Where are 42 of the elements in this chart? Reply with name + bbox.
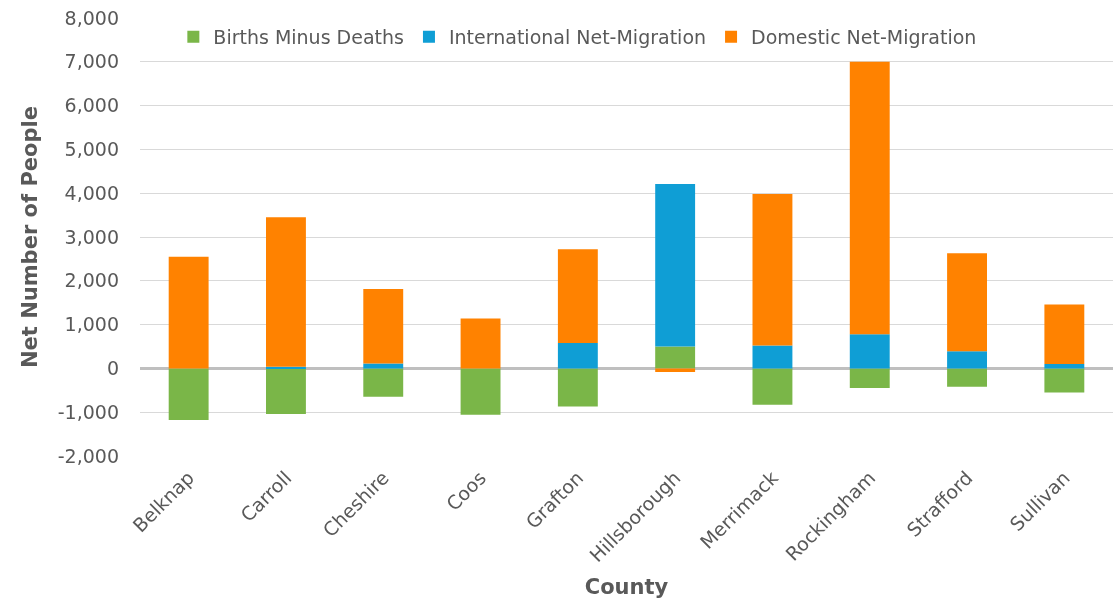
legend-label: Domestic Net-Migration [751, 26, 977, 49]
bar [557, 343, 598, 369]
y-axis-title: Net Number of People [17, 106, 42, 368]
bar [460, 318, 501, 369]
bar [947, 351, 987, 369]
x-axis-title: County [584, 575, 669, 600]
bar [947, 253, 987, 352]
bar [752, 368, 793, 405]
bar [849, 61, 890, 335]
bar [460, 368, 501, 415]
bar [1044, 304, 1085, 365]
legend-label: Births Minus Deaths [213, 26, 404, 49]
bar [849, 368, 890, 389]
y-tick-label: 0 [106, 357, 119, 380]
bar [266, 217, 306, 367]
y-tick-label: 8,000 [64, 6, 119, 29]
bar [363, 289, 404, 364]
bar [655, 368, 696, 372]
bar [1044, 364, 1085, 369]
bar [557, 368, 598, 407]
y-tick-label: 6,000 [64, 94, 119, 117]
bar [752, 194, 793, 346]
bar [655, 184, 696, 347]
bar [947, 368, 987, 387]
bar [752, 345, 793, 369]
bar [168, 368, 209, 421]
y-tick-label: 4,000 [64, 181, 119, 204]
legend-label: International Net-Migration [448, 26, 707, 49]
bar [557, 249, 598, 343]
bar [168, 256, 209, 369]
y-tick-label: 5,000 [64, 138, 119, 161]
y-tick-label: 3,000 [64, 225, 119, 248]
y-tick-label: 2,000 [64, 269, 119, 292]
y-tick-label: -1,000 [57, 400, 119, 423]
bar [266, 368, 306, 414]
bar [849, 334, 890, 369]
y-tick-label: 7,000 [64, 50, 119, 73]
bar [655, 346, 696, 369]
bar [363, 368, 404, 397]
bar [1044, 368, 1085, 393]
y-tick-label: -2,000 [57, 444, 119, 467]
y-tick-label: 1,000 [64, 313, 119, 336]
